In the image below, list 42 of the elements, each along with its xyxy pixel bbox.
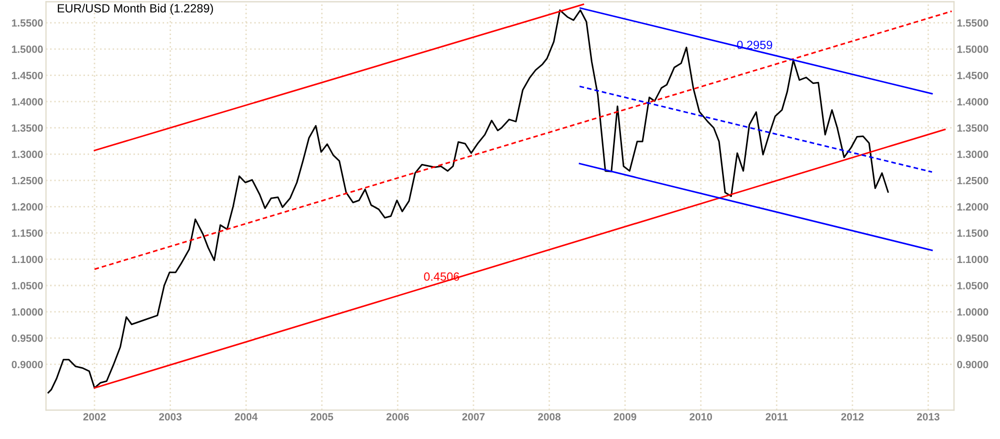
y2-tick-label: 1.1000 xyxy=(957,256,988,264)
y2-tick-label: 1.5000 xyxy=(957,46,988,53)
y2-tick-label: 1.2000 xyxy=(957,203,988,211)
y2-tick-label: 0.9000 xyxy=(957,360,988,368)
y2-tick-label: 1.5500 xyxy=(957,19,988,27)
x-tick-label: 2008 xyxy=(538,413,561,420)
x-tick-label: 2004 xyxy=(234,413,258,420)
y2-tick-label: 1.1500 xyxy=(957,229,988,237)
y2-tick-label: 1.4000 xyxy=(957,98,988,106)
y2-tick-label: 1.3500 xyxy=(957,124,988,132)
y2-tick-label: 1.4500 xyxy=(957,72,988,80)
y-tick-label: 1.1000 xyxy=(12,256,43,264)
y-tick-label: 1.1500 xyxy=(12,229,43,237)
y-tick-label: 1.0500 xyxy=(12,282,43,290)
y-tick-label: 1.5000 xyxy=(12,46,43,53)
y-tick-label: 1.4000 xyxy=(12,98,43,106)
y2-tick-label: 1.3000 xyxy=(957,150,988,158)
x-tick-label: 2009 xyxy=(614,413,636,420)
annotation: 0.4506 xyxy=(424,272,460,281)
x-tick-label: 2012 xyxy=(841,413,864,420)
y-tick-label: 1.5500 xyxy=(12,19,43,27)
y2-tick-label: 0.9500 xyxy=(957,334,988,342)
x-tick-label: 2013 xyxy=(917,413,940,420)
x-tick-label: 2010 xyxy=(690,413,712,420)
x-tick-label: 2011 xyxy=(766,413,788,420)
x-tick-label: 2003 xyxy=(159,413,182,420)
y-tick-label: 1.0000 xyxy=(12,308,43,316)
x-tick-label: 2007 xyxy=(462,413,485,420)
y2-tick-label: 1.0500 xyxy=(957,282,988,290)
x-tick-label: 2002 xyxy=(83,413,106,420)
y-tick-label: 1.2000 xyxy=(12,203,43,211)
x-tick-label: 2005 xyxy=(310,413,334,420)
y2-tick-label: 1.2500 xyxy=(957,176,988,184)
chart-title: EUR/USD Month Bid (1.2289) xyxy=(58,4,213,15)
y-tick-label: 1.2500 xyxy=(12,176,43,184)
y-tick-label: 1.3500 xyxy=(12,124,43,132)
y-tick-label: 1.3000 xyxy=(12,150,43,158)
y2-tick-label: 1.0000 xyxy=(957,308,988,316)
y-tick-label: 0.9000 xyxy=(12,360,43,368)
y-tick-label: 0.9500 xyxy=(12,334,43,342)
x-tick-label: 2006 xyxy=(386,413,409,420)
y-tick-label: 1.4500 xyxy=(12,72,43,80)
